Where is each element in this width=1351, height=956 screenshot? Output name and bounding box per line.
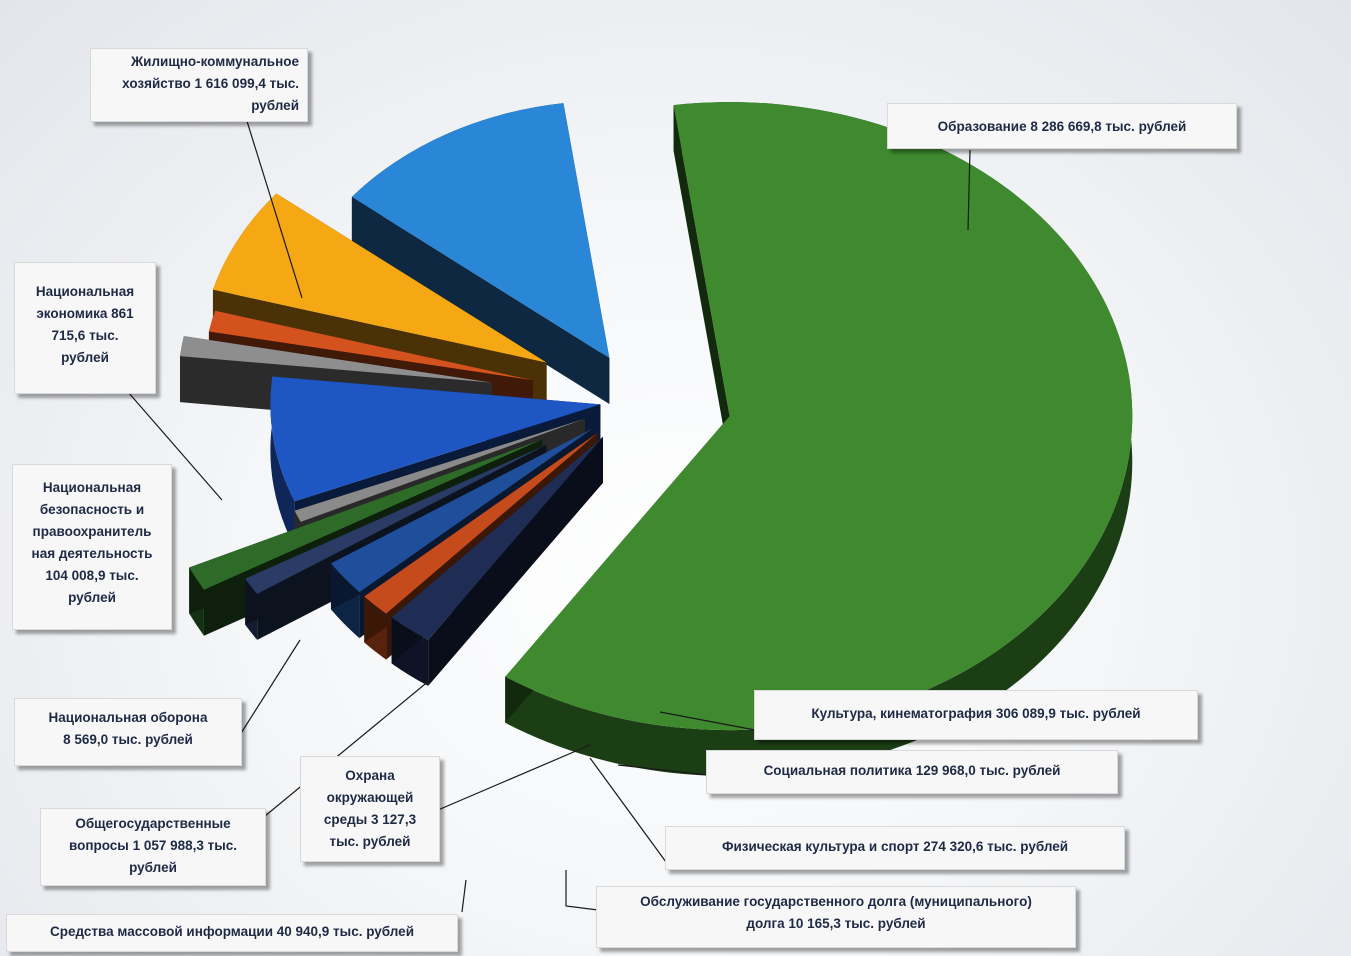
pie-slice-top bbox=[294, 418, 585, 522]
pie-slice-top bbox=[180, 336, 492, 383]
label-kultura-text: Культура, кинематография 306 089,9 тыс. … bbox=[811, 706, 1141, 721]
leader-line bbox=[461, 879, 467, 913]
leader-line bbox=[565, 870, 599, 911]
label-zhkh-line1: Жилищно-коммунальное bbox=[130, 54, 299, 69]
label-dolg-line2: долга 10 165,3 тыс. рублей bbox=[746, 916, 926, 931]
leader-line bbox=[659, 711, 756, 731]
label-smi-text: Средства массовой информации 40 940,9 ты… bbox=[50, 924, 414, 939]
pie-slice-top bbox=[245, 444, 547, 594]
label-ohrana-line4: тыс. рублей bbox=[329, 834, 411, 849]
label-nacbez-line4: ная деятельность bbox=[31, 546, 153, 561]
pie-slice-face bbox=[364, 432, 598, 643]
label-fizkult-text: Физическая культура и спорт 274 320,6 ты… bbox=[721, 839, 1069, 854]
pie-slice-культура-кинематография bbox=[391, 436, 603, 686]
label-ohrana-line3: среды 3 127,3 bbox=[323, 812, 417, 827]
pie-slice-side bbox=[270, 376, 295, 548]
label-obshch-line1: Общегосударственные bbox=[75, 816, 231, 831]
pie-slice-face bbox=[673, 105, 730, 463]
label-ohrana: Охрана окружающей среды 3 127,3 тыс. руб… bbox=[300, 756, 440, 862]
pie-slice-face bbox=[351, 196, 610, 404]
label-socpol-text: Социальная политика 129 968,0 тыс. рубле… bbox=[763, 763, 1061, 778]
label-kultura: Культура, кинематография 306 089,9 тыс. … bbox=[754, 690, 1198, 740]
label-nacbez-line1: Национальная bbox=[42, 480, 142, 495]
pie-slice-top bbox=[505, 102, 1133, 731]
label-nacekon-line4: рублей bbox=[61, 350, 109, 365]
label-nacbez-line6: рублей bbox=[68, 590, 116, 605]
label-nacbez: Национальная безопасность и правоохранит… bbox=[12, 464, 172, 630]
leader-line bbox=[237, 639, 301, 739]
pie-slice-top bbox=[364, 432, 598, 614]
label-smi: Средства массовой информации 40 940,9 ты… bbox=[6, 914, 458, 952]
label-socpol: Социальная политика 129 968,0 тыс. рубле… bbox=[706, 750, 1118, 794]
label-nacekon: Национальная экономика 861 715,6 тыс. ру… bbox=[14, 262, 156, 394]
label-nacob: Национальная оборона 8 569,0 тыс. рублей bbox=[14, 698, 242, 766]
leader-line bbox=[617, 764, 709, 776]
label-zhkh: Жилищно-коммунальное хозяйство 1 616 099… bbox=[90, 48, 308, 122]
label-obrazovanie-text: Образование 8 286 669,8 тыс. рублей bbox=[937, 119, 1187, 134]
pie-slice-side bbox=[505, 102, 1133, 777]
label-obshch: Общегосударственные вопросы 1 057 988,3 … bbox=[40, 808, 266, 886]
label-nacob-line1: Национальная оборона bbox=[48, 710, 208, 725]
label-nacekon-line1: Национальная bbox=[35, 284, 135, 299]
pie-slice-top bbox=[330, 428, 593, 593]
pie-slice-top bbox=[270, 376, 601, 502]
label-obshch-line2: вопросы 1 057 988,3 тыс. bbox=[68, 838, 238, 853]
pie-slice-top bbox=[212, 193, 547, 363]
leader-line bbox=[589, 757, 667, 863]
pie-slice-образование bbox=[505, 102, 1133, 777]
label-fizkult: Физическая культура и спорт 274 320,6 ты… bbox=[665, 826, 1125, 870]
leader-line bbox=[247, 679, 431, 831]
label-ohrana-line2: окружающей bbox=[326, 790, 414, 805]
pie-slice-жилищно-коммунальное-хозяйство bbox=[351, 103, 610, 404]
leader-line bbox=[409, 744, 591, 823]
label-nacbez-line2: безопасность и bbox=[39, 502, 145, 517]
label-nacob-line2: 8 569,0 тыс. рублей bbox=[63, 732, 193, 747]
label-dolg-line1: Обслуживание государственного долга (мун… bbox=[640, 894, 1032, 909]
leader-line bbox=[967, 149, 971, 231]
label-nacekon-line2: экономика 861 bbox=[36, 306, 134, 321]
pie-slice-top bbox=[189, 439, 543, 590]
label-dolg: Обслуживание государственного долга (мун… bbox=[596, 886, 1076, 948]
leader-line bbox=[127, 391, 223, 501]
label-obshch-line3: рублей bbox=[129, 860, 177, 875]
label-ohrana-line1: Охрана bbox=[345, 768, 395, 783]
pie-slice-top bbox=[208, 310, 533, 381]
label-zhkh-line2: хозяйство 1 616 099,4 тыс. bbox=[122, 76, 299, 91]
label-nacekon-line3: 715,6 тыс. bbox=[51, 328, 119, 343]
label-nacbez-line3: правоохранитель bbox=[32, 524, 152, 539]
label-nacbez-line5: 104 008,9 тыс. bbox=[45, 568, 139, 583]
label-obrazovanie: Образование 8 286 669,8 тыс. рублей bbox=[887, 103, 1237, 149]
pie-slice-top bbox=[351, 103, 610, 358]
pie-slice-top bbox=[391, 436, 603, 640]
label-zhkh-line3: рублей bbox=[251, 98, 299, 113]
